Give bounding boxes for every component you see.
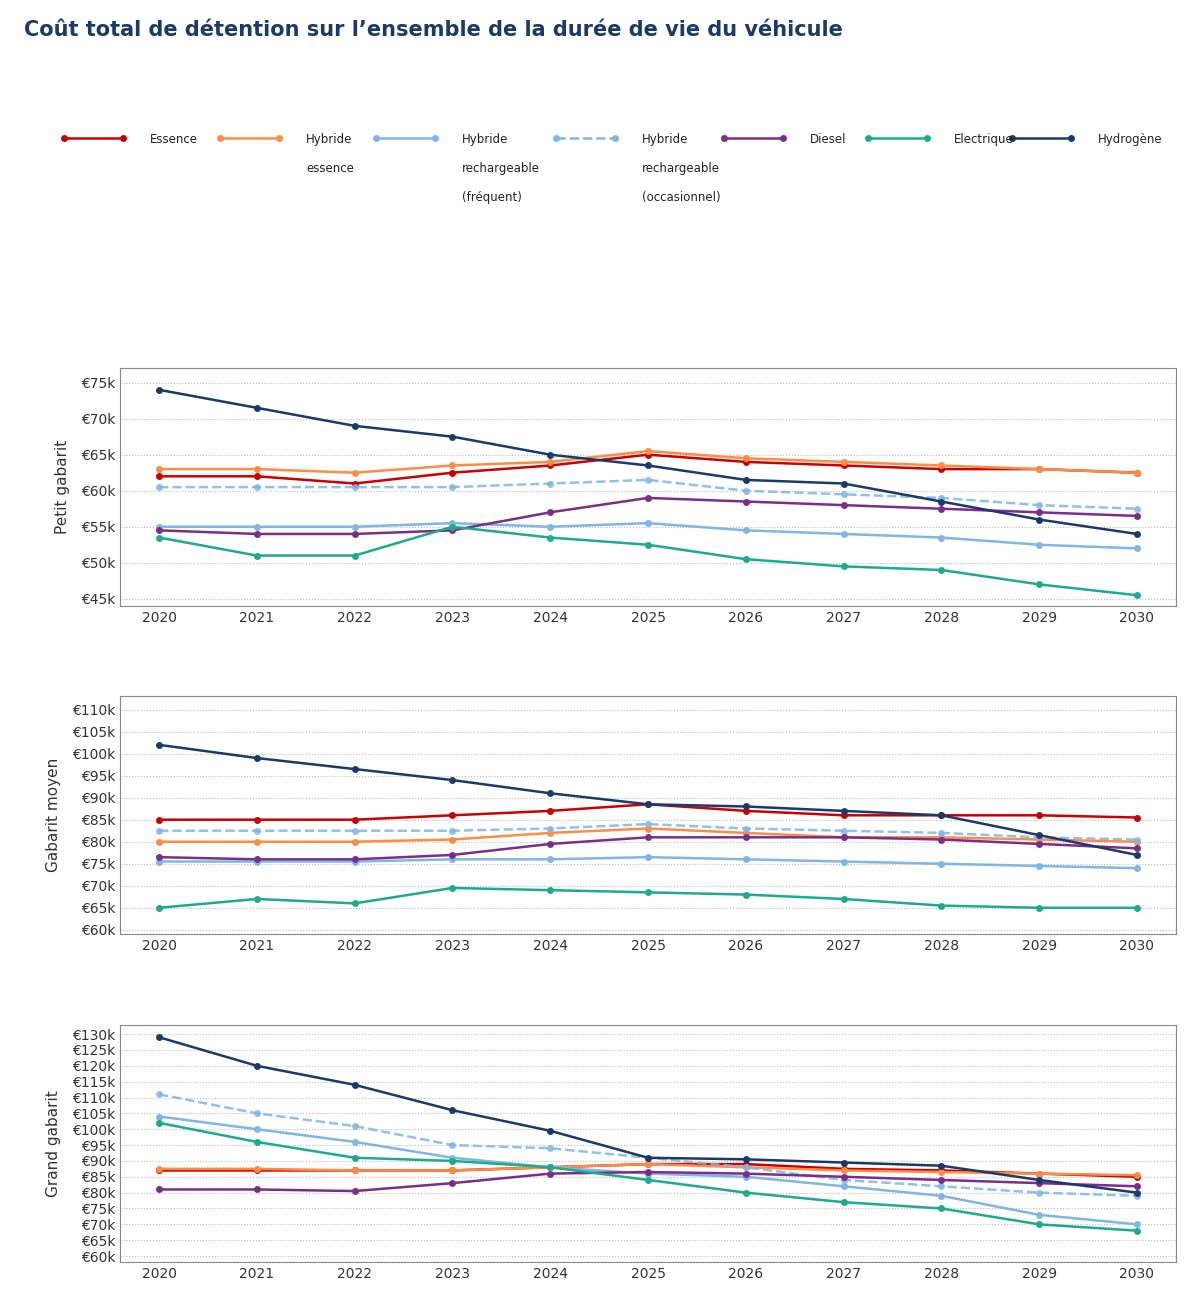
Y-axis label: Gabarit moyen: Gabarit moyen [46, 759, 61, 872]
Text: Hybride: Hybride [306, 133, 353, 146]
Y-axis label: Petit gabarit: Petit gabarit [54, 441, 70, 534]
Y-axis label: Grand gabarit: Grand gabarit [46, 1090, 61, 1197]
Text: Hybride: Hybride [642, 133, 689, 146]
Text: (occasionnel): (occasionnel) [642, 191, 721, 204]
Text: (fréquent): (fréquent) [462, 191, 522, 204]
Text: essence: essence [306, 162, 354, 175]
Text: rechargeable: rechargeable [642, 162, 720, 175]
Text: Hydrogène: Hydrogène [1098, 133, 1163, 146]
Text: Coût total de détention sur l’ensemble de la durée de vie du véhicule: Coût total de détention sur l’ensemble d… [24, 20, 842, 39]
Text: Essence: Essence [150, 133, 198, 146]
Text: Diesel: Diesel [810, 133, 846, 146]
Text: rechargeable: rechargeable [462, 162, 540, 175]
Text: Electrique: Electrique [954, 133, 1014, 146]
Text: Hybride: Hybride [462, 133, 509, 146]
